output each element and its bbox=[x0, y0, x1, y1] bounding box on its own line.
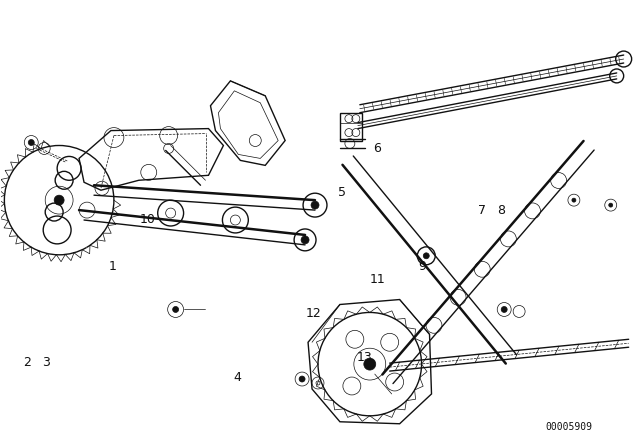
Circle shape bbox=[364, 358, 376, 370]
Circle shape bbox=[609, 203, 612, 207]
Text: 00005909: 00005909 bbox=[545, 422, 593, 432]
Circle shape bbox=[572, 198, 576, 202]
Text: 12: 12 bbox=[306, 306, 321, 319]
Circle shape bbox=[299, 376, 305, 382]
Text: 2: 2 bbox=[23, 356, 31, 369]
Circle shape bbox=[423, 253, 429, 259]
Text: 7: 7 bbox=[479, 204, 486, 217]
Text: 1: 1 bbox=[109, 260, 117, 273]
Circle shape bbox=[501, 306, 507, 312]
Text: 11: 11 bbox=[369, 273, 385, 286]
Text: 9: 9 bbox=[418, 260, 426, 273]
Circle shape bbox=[54, 195, 64, 205]
Circle shape bbox=[28, 139, 35, 146]
Text: 13: 13 bbox=[356, 351, 372, 364]
Text: 3: 3 bbox=[42, 356, 50, 369]
Text: 8: 8 bbox=[498, 204, 506, 217]
Text: 6: 6 bbox=[373, 142, 381, 155]
Text: 5: 5 bbox=[339, 186, 346, 199]
Text: 10: 10 bbox=[140, 213, 156, 226]
Circle shape bbox=[173, 306, 179, 312]
Circle shape bbox=[311, 201, 319, 209]
Text: 4: 4 bbox=[233, 371, 241, 384]
Circle shape bbox=[301, 236, 309, 244]
